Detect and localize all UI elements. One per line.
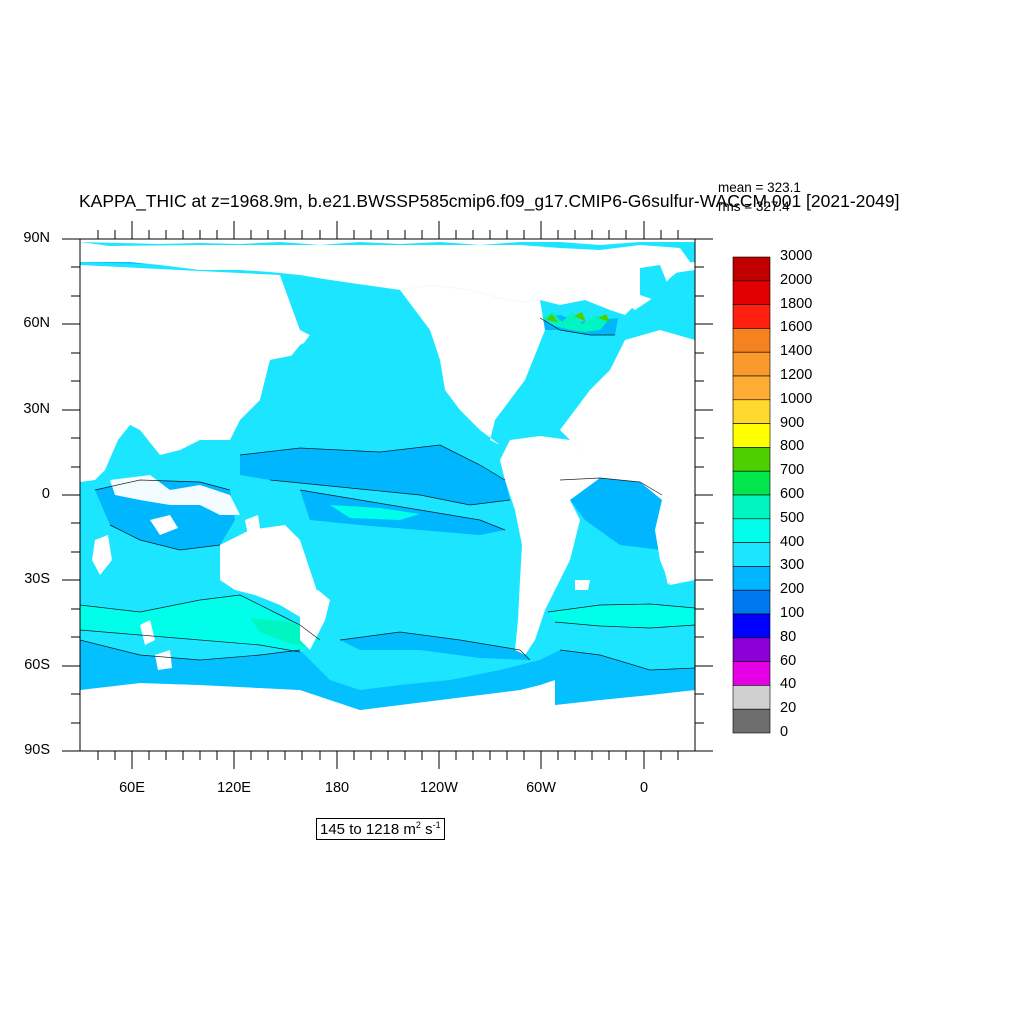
- colorbar-label: 60: [780, 652, 797, 669]
- colorbar-label: 1200: [780, 367, 813, 383]
- lon-label-120e: 120E: [217, 780, 251, 796]
- antarctica-land: [80, 680, 695, 751]
- colorbar-label: 20: [780, 700, 797, 717]
- rms-stat: rms = 327.4: [718, 199, 790, 214]
- colorbar-label: 2000: [780, 271, 813, 288]
- colorbar-box: [732, 351, 771, 377]
- acc-band-atlantic: [548, 604, 695, 628]
- colorbar-box: [732, 637, 771, 662]
- lon-label-60w: 60W: [526, 780, 556, 796]
- south-america-land: [500, 436, 600, 655]
- colorbar-box: [732, 375, 771, 401]
- lon-label-60e: 60E: [119, 780, 145, 796]
- atlantic-band: [560, 478, 662, 550]
- colorbar-label: 1600: [780, 319, 813, 336]
- colorbar-box: [732, 589, 771, 615]
- colorbar-box: [732, 399, 771, 424]
- colorbar-box: [732, 328, 771, 353]
- lat-ticks: [62, 238, 713, 752]
- range-unit-s: s: [420, 821, 433, 838]
- colorbar-box: [732, 566, 771, 591]
- lon-ticks: [97, 221, 679, 769]
- colorbar-box: [732, 447, 771, 472]
- colorbar-label: 300: [780, 557, 805, 574]
- colorbar-box: [732, 280, 771, 305]
- acc-band-indian: [80, 595, 320, 652]
- lon-label-180: 180: [324, 780, 350, 796]
- colorbar-label: 200: [780, 581, 805, 598]
- colorbar-box: [732, 470, 771, 496]
- colorbar-box: [732, 542, 771, 567]
- colorbar-box: [732, 518, 771, 543]
- arctic-land: [80, 242, 695, 315]
- colorbar: [732, 256, 771, 734]
- colorbar-label: 500: [780, 509, 805, 526]
- lat-label-0: 0: [41, 486, 50, 502]
- colorbar-label: 1400: [780, 343, 813, 360]
- colorbar-label: 900: [780, 414, 805, 431]
- lat-label-90s: 90S: [24, 742, 50, 758]
- lat-label-60s: 60S: [24, 657, 50, 673]
- lat-label-90n: 90N: [23, 230, 50, 246]
- colorbar-label: 1000: [780, 390, 813, 407]
- lat-label-30n: 30N: [23, 401, 50, 417]
- colorbar-box: [732, 423, 771, 448]
- colorbar-box: [732, 661, 771, 686]
- lon-label-120w: 120W: [420, 780, 458, 796]
- colorbar-label: 3000: [780, 248, 813, 264]
- colorbar-label: 80: [780, 628, 797, 645]
- range-annotation: 145 to 1218 m2 s-1: [316, 818, 445, 840]
- colorbar-box: [732, 494, 771, 520]
- colorbar-box: [732, 685, 771, 710]
- colorbar-label: 700: [780, 462, 805, 479]
- lat-label-60n: 60N: [23, 315, 50, 331]
- map-field: [80, 239, 695, 751]
- lat-label-30s: 30S: [24, 571, 50, 587]
- lon-label-0: 0: [639, 780, 649, 796]
- tropical-pacific-band: [240, 445, 510, 505]
- colorbar-label: 1800: [780, 295, 813, 312]
- range-unit-exp1: 2: [415, 820, 421, 830]
- mean-stat: mean = 323.1: [718, 180, 801, 195]
- colorbar-label: 600: [780, 486, 805, 502]
- new-zealand-land: [300, 590, 330, 650]
- australia-land: [220, 525, 320, 620]
- colorbar-label: 0: [780, 724, 789, 740]
- colorbar-label: 400: [780, 533, 805, 550]
- range-unit-exp2: -1: [432, 820, 441, 830]
- plot-title: KAPPA_THIC at z=1968.9m, b.e21.BWSSP585c…: [79, 191, 900, 211]
- range-text: 145 to 1218 m: [320, 821, 416, 838]
- colorbar-box: [732, 304, 771, 329]
- north-america-land: [400, 285, 545, 445]
- asia-land: [80, 265, 310, 482]
- colorbar-box: [732, 613, 771, 639]
- colorbar-label: 40: [780, 676, 797, 693]
- colorbar-box: [732, 256, 771, 282]
- colorbar-box: [732, 708, 771, 734]
- colorbar-label: 800: [780, 438, 805, 455]
- colorbar-label: 100: [780, 605, 805, 621]
